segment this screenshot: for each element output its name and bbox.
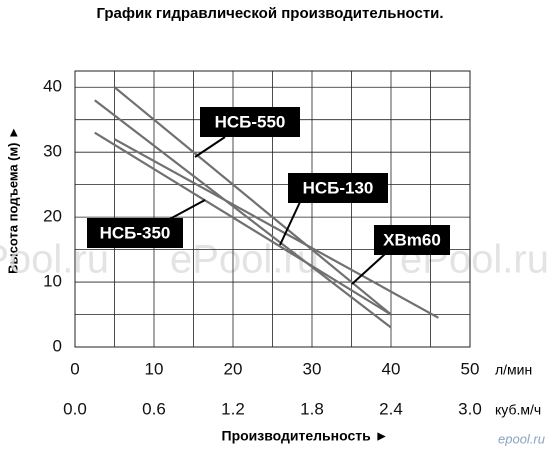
y-axis-label: Высота подъема (м) ► xyxy=(5,126,20,274)
callout-box xyxy=(374,225,450,255)
series-line xyxy=(94,131,392,316)
legend-label: НСБ-350 xyxy=(100,223,171,242)
x2-tick-label: 1.8 xyxy=(300,399,324,418)
chart-title: График гидравлической производительности… xyxy=(96,5,443,22)
x-tick-label: 10 xyxy=(145,359,164,378)
callout-box xyxy=(288,173,388,203)
x2-tick-label: 0.6 xyxy=(142,399,166,418)
y-tick-label: 20 xyxy=(43,207,62,226)
y-tick-label: 30 xyxy=(43,142,62,161)
legend-label: НСБ-550 xyxy=(215,112,286,131)
callout-line xyxy=(351,253,386,285)
series-line xyxy=(113,86,392,316)
x-unit: л/мин xyxy=(495,362,532,378)
x2-tick-label: 1.2 xyxy=(221,399,245,418)
legend-label: XBm60 xyxy=(383,230,441,249)
series-line xyxy=(94,99,392,329)
series-line xyxy=(113,138,439,319)
watermark: ePool.ru xyxy=(170,238,319,282)
x2-tick-label: 2.4 xyxy=(379,399,403,418)
callout-line xyxy=(167,199,206,221)
y-tick-label: 40 xyxy=(43,77,62,96)
y-tick-label: 10 xyxy=(43,272,62,291)
logo: epool.ru xyxy=(498,431,545,446)
callout-box xyxy=(87,218,183,248)
x2-tick-label: 0.0 xyxy=(63,399,87,418)
x2-tick-label: 3.0 xyxy=(458,399,482,418)
x-tick-label: 30 xyxy=(303,359,322,378)
y-tick-label: 0 xyxy=(53,336,62,355)
x-tick-label: 20 xyxy=(224,359,243,378)
callout-line xyxy=(279,201,301,246)
callout-line xyxy=(194,136,226,158)
x-axis-label: Производительность ► xyxy=(222,428,389,444)
legend-label: НСБ-130 xyxy=(303,178,374,197)
callout-box xyxy=(200,107,300,137)
x-tick-label: 40 xyxy=(382,359,401,378)
x-tick-label: 50 xyxy=(461,359,480,378)
x-tick-label: 0 xyxy=(70,359,79,378)
x2-unit: куб.м/ч xyxy=(495,402,541,418)
